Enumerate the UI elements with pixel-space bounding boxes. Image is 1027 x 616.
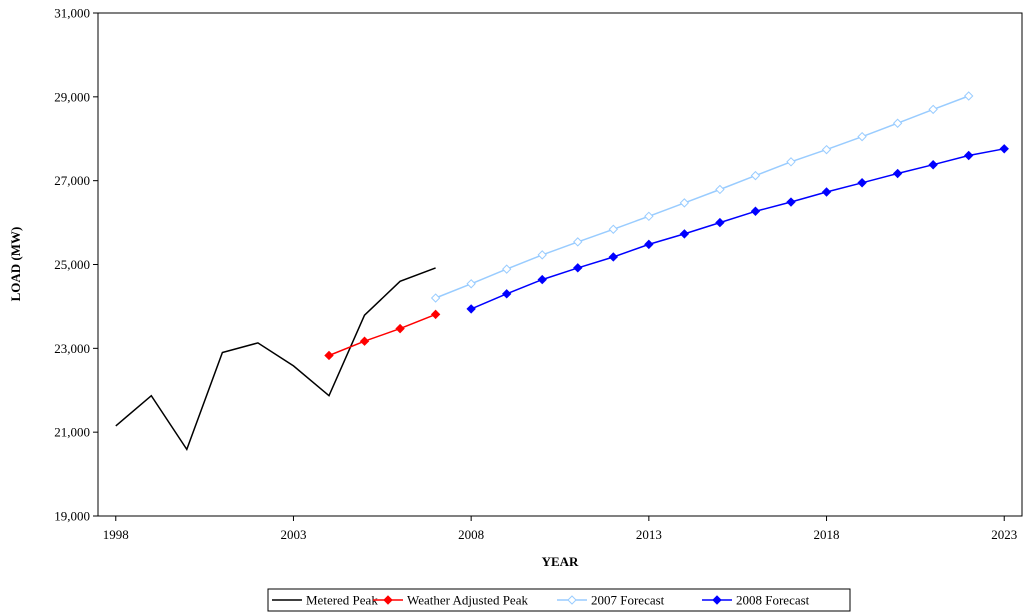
data-point-2007-forecast (466, 279, 476, 289)
data-point-2007-forecast (573, 237, 583, 247)
data-point-2007-forecast (679, 198, 690, 208)
y-tick-label: 23,000 (54, 341, 90, 356)
data-point-2008-forecast (466, 304, 476, 314)
data-point-2008-forecast (537, 274, 547, 285)
series-line-2008-forecast (470, 148, 1005, 310)
x-axis: 1998 2003 2008 2013 2018 2023 (103, 516, 1017, 542)
data-point-2007-forecast (501, 264, 512, 274)
y-tick-label: 27,000 (54, 173, 90, 188)
data-point-2007-forecast (430, 293, 441, 303)
legend-label: 2007 Forecast (591, 593, 665, 608)
y-tick-label: 19,000 (54, 509, 90, 524)
data-point-2007-forecast (857, 131, 867, 142)
data-point-2007-forecast (750, 170, 761, 181)
legend-swatch-marker (383, 595, 393, 605)
y-tick-label: 21,000 (54, 425, 90, 440)
data-point-2007-forecast (892, 118, 903, 128)
data-point-2008-forecast (857, 178, 867, 188)
data-point-2007-forecast (537, 250, 547, 260)
data-point-2008-forecast (963, 150, 974, 161)
data-point-2008-forecast (892, 168, 903, 179)
x-tick-label: 2023 (991, 527, 1017, 542)
data-point-2007-forecast (715, 184, 725, 195)
data-point-weather-adjusted-peak (359, 336, 370, 346)
data-point-2008-forecast (679, 229, 690, 239)
y-tick-label: 29,000 (54, 89, 90, 104)
legend-label: Weather Adjusted Peak (407, 593, 528, 608)
data-point-2008-forecast (999, 144, 1009, 154)
data-point-2008-forecast (573, 263, 583, 273)
data-point-2008-forecast (750, 206, 761, 216)
data-point-2007-forecast (928, 104, 938, 115)
data-point-2008-forecast (821, 187, 832, 197)
x-tick-label: 2008 (458, 527, 484, 542)
data-point-2007-forecast (644, 211, 654, 222)
plot-area (97, 12, 1023, 517)
y-axis: 19,000 21,000 23,000 25,000 27,000 29,000 31,0… (54, 6, 98, 524)
legend-swatch-marker (712, 595, 722, 605)
data-point-2007-forecast (821, 144, 832, 155)
series-line-weather-adjusted-peak (328, 313, 436, 357)
series-line-metered-peak (115, 267, 436, 452)
data-point-2007-forecast (963, 91, 974, 101)
legend-swatch-marker (567, 595, 577, 605)
data-point-2008-forecast (501, 289, 512, 299)
x-tick-label: 1998 (103, 527, 129, 542)
data-point-weather-adjusted-peak (395, 323, 405, 334)
data-point-2008-forecast (644, 239, 654, 250)
data-point-2008-forecast (608, 252, 619, 262)
data-point-weather-adjusted-peak (324, 350, 334, 361)
data-point-2008-forecast (928, 160, 938, 170)
legend-label: Metered Peak (306, 593, 378, 608)
data-point-weather-adjusted-peak (430, 309, 441, 320)
x-tick-label: 2003 (280, 527, 306, 542)
series-layer (115, 91, 1009, 452)
x-axis-title: YEAR (542, 554, 579, 569)
series-line-2007-forecast (435, 95, 969, 299)
data-point-2008-forecast (715, 217, 725, 228)
y-tick-label: 25,000 (54, 257, 90, 272)
y-tick-label: 31,000 (54, 6, 90, 21)
y-axis-title: LOAD (MW) (8, 227, 23, 302)
x-tick-label: 2018 (814, 527, 840, 542)
x-tick-label: 2013 (636, 527, 662, 542)
data-point-2007-forecast (608, 224, 619, 234)
legend-label: 2008 Forecast (736, 593, 810, 608)
data-point-2007-forecast (786, 157, 796, 167)
data-point-2008-forecast (786, 197, 796, 207)
legend: Metered Peak Weather Adjusted Peak 2007 Fo… (267, 588, 851, 612)
